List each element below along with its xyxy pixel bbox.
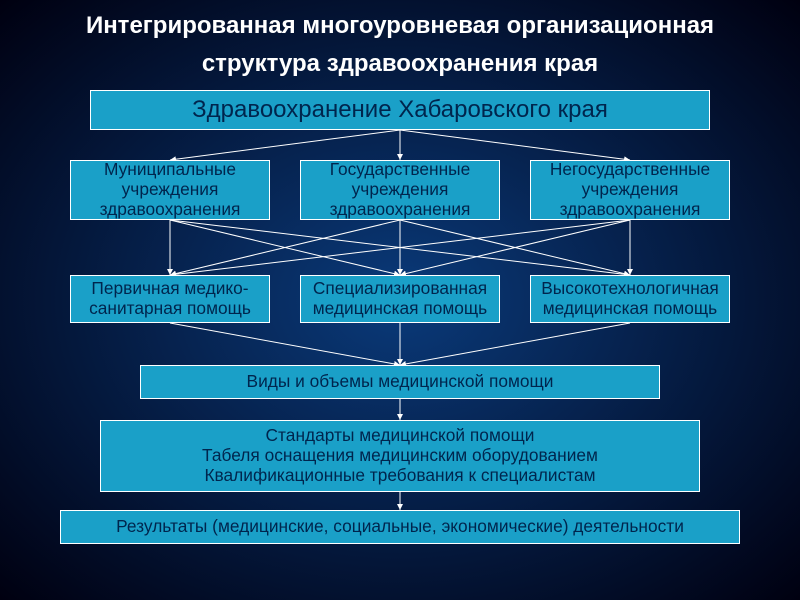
box-r2c: Негосударственные учреждения здравоохран… (530, 160, 730, 220)
box-r3b: Специализированная медицинская помощь (300, 275, 500, 323)
box-r4: Виды и объемы медицинской помощи (140, 365, 660, 399)
slide-title-line2: структура здравоохранения края (0, 50, 800, 78)
box-top: Здравоохранение Хабаровского края (90, 90, 710, 130)
box-r3a: Первичная медико-санитарная помощь (70, 275, 270, 323)
diagram-stage: Интегрированная многоуровневая организац… (0, 0, 800, 600)
box-r6: Результаты (медицинские, социальные, эко… (60, 510, 740, 544)
slide-title-line1: Интегрированная многоуровневая организац… (0, 12, 800, 40)
box-r2a: Муниципальные учреждения здравоохранения (70, 160, 270, 220)
box-r2b: Государственные учреждения здравоохранен… (300, 160, 500, 220)
box-r3c: Высокотехнологичная медицинская помощь (530, 275, 730, 323)
box-r5: Стандарты медицинской помощи Табеля осна… (100, 420, 700, 492)
